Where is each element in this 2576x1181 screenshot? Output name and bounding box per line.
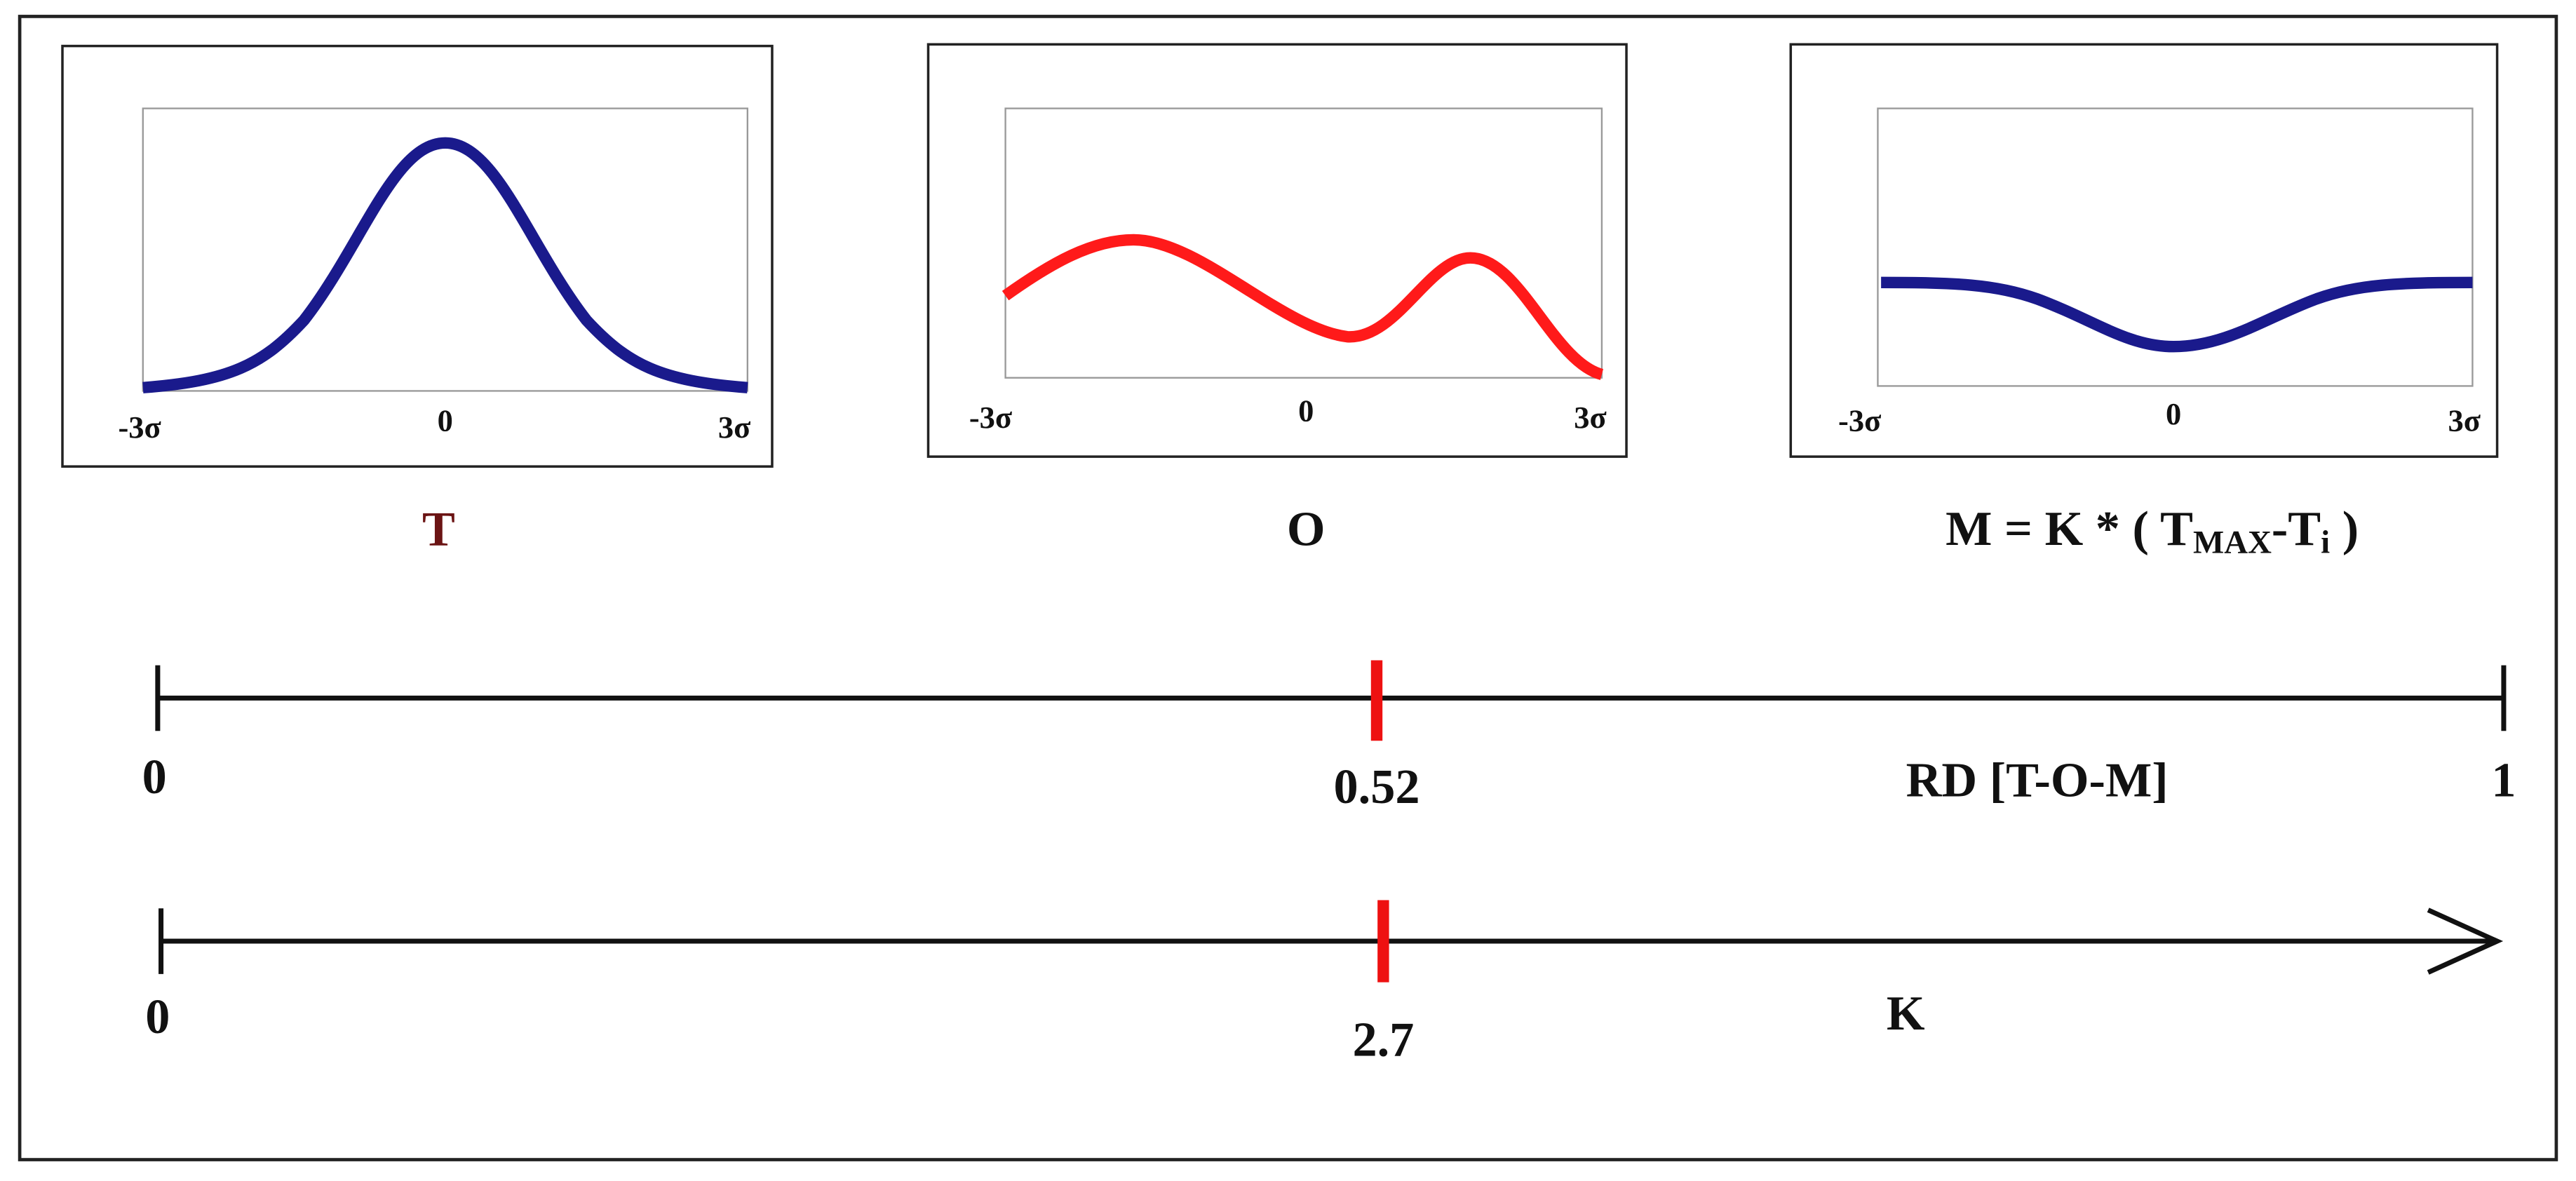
tick-label: 3σ — [718, 410, 750, 445]
tick-label: 3σ — [1574, 400, 1606, 435]
arrow-head — [2427, 907, 2504, 975]
plot-area — [142, 107, 748, 392]
caption-subscript: i — [2321, 524, 2330, 560]
tick-label: -3σ — [1838, 403, 1881, 438]
tick-label: 0 — [438, 403, 453, 438]
k-line: 0 2.7 K — [145, 900, 2504, 1067]
rd-line: 0 0.52 RD [T-O-M] 1 — [142, 660, 2516, 814]
caption: O — [1287, 501, 1326, 556]
tick-label: 0 — [2166, 396, 2181, 431]
caption-part: M = K * ( T — [1946, 501, 2193, 556]
caption: M = K * ( TMAX-Ti ) — [1946, 501, 2359, 560]
plot-area — [1877, 107, 2474, 387]
caption-part: ) — [2330, 501, 2359, 556]
tick-label: 3σ — [2448, 403, 2480, 438]
plot-m: -3σ 0 3σ M = K * ( TMAX-Ti ) — [1789, 43, 2499, 560]
caption-part: -T — [2272, 501, 2321, 556]
caption: T — [422, 501, 455, 556]
label: RD [T-O-M] — [1906, 753, 2169, 808]
plot-frame — [61, 44, 774, 468]
curve — [1002, 234, 1604, 380]
label: 2.7 — [1352, 1013, 1414, 1067]
label: 1 — [2491, 753, 2516, 808]
plot-o: -3σ 0 3σ O — [926, 43, 1628, 556]
label: 0 — [145, 990, 170, 1044]
tick-label: 0 — [1298, 393, 1314, 428]
tick-label: -3σ — [969, 400, 1012, 435]
caption-subscript: MAX — [2193, 524, 2272, 560]
curve — [1881, 276, 2473, 353]
curve — [142, 137, 748, 393]
label: 0.52 — [1334, 760, 1420, 814]
plot-frame — [926, 43, 1628, 458]
tick-label: -3σ — [118, 410, 161, 445]
plot-t: -3σ 0 3σ T — [61, 44, 774, 556]
plot-frame — [1789, 43, 2499, 458]
label: 0 — [142, 750, 167, 804]
plot-area — [1004, 107, 1603, 379]
label: K — [1887, 986, 1925, 1041]
